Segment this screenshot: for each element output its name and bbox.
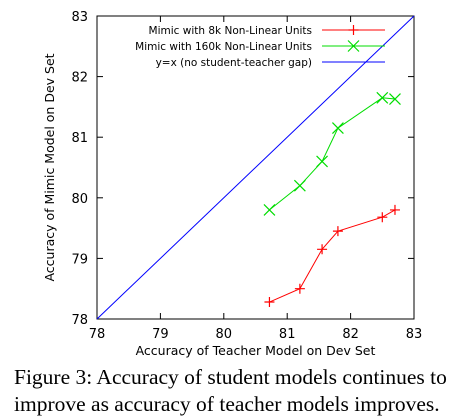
series-2-point	[316, 155, 328, 168]
legend-marker	[348, 25, 359, 35]
y-tick-label: 78	[71, 313, 88, 328]
y-tick-label: 83	[71, 10, 88, 25]
series-2-point	[376, 91, 389, 104]
legend-marker	[347, 40, 360, 52]
series-1-point	[332, 226, 343, 237]
caption-line-2: improve as accuracy of teacher models im…	[14, 392, 440, 416]
y-tick-label: 79	[71, 252, 88, 267]
series-1-point	[377, 212, 388, 223]
x-tick-label: 83	[406, 327, 423, 342]
y-tick-label: 80	[71, 192, 88, 207]
figure-caption: Figure 3: Accuracy of student models con…	[14, 364, 470, 418]
series-2-point	[293, 179, 306, 192]
x-axis-title: Accuracy of Teacher Model on Dev Set	[136, 343, 376, 358]
caption-line-1: Figure 3: Accuracy of student models con…	[14, 365, 447, 389]
x-tick-label: 79	[152, 327, 169, 342]
y-axis-title: Accuracy of Mimic Model on Dev Set	[42, 53, 57, 281]
x-tick-label: 82	[342, 327, 359, 342]
x-tick-label: 80	[216, 327, 233, 342]
legend-label: y=x (no student-teacher gap)	[156, 57, 312, 69]
chart: 78 79 80 81 82 83 78 79 80 81 82 83 Accuracy of Teac…	[42, 10, 423, 358]
legend-label: Mimic with 160k Non-Linear Units	[135, 41, 312, 53]
series-2-line	[269, 97, 396, 211]
series-3-line	[96, 15, 415, 320]
series-1-line	[269, 209, 396, 303]
series-1-point	[389, 204, 400, 215]
series-1-point	[294, 283, 305, 294]
y-tick-label: 82	[71, 71, 88, 86]
series-2-point	[263, 203, 276, 216]
series-1-point	[317, 244, 328, 255]
x-tick-label: 81	[279, 327, 296, 342]
series-1-point	[264, 297, 275, 308]
series-2-point	[331, 122, 344, 135]
plot-frame	[96, 15, 415, 320]
legend-label: Mimic with 8k Non-Linear Units	[149, 25, 312, 37]
x-tick-label: 78	[89, 327, 106, 342]
series-2-point	[389, 93, 401, 105]
y-tick-label: 81	[71, 131, 88, 146]
